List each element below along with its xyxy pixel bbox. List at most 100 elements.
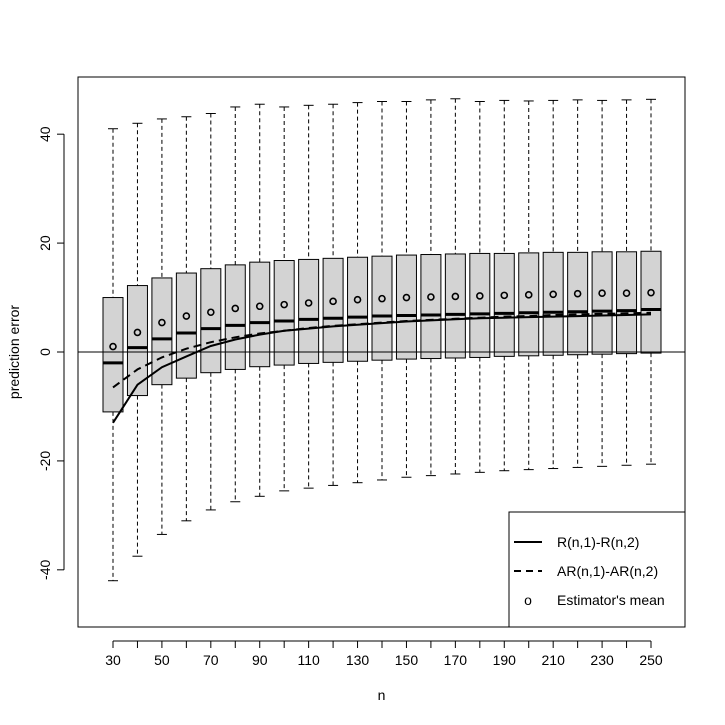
mean-point (647, 288, 655, 297)
legend-label-r: R(n,1)-R(n,2) (557, 534, 639, 550)
x-tick-label: 150 (395, 652, 419, 668)
box-body (347, 256, 369, 362)
x-axis: 30 50 70 90 110 130 150 170 190 210 230 250 (105, 640, 663, 668)
x-tick-label: 170 (444, 652, 468, 668)
boxes-layer (102, 98, 662, 582)
mean-point (476, 292, 484, 300)
legend-box (508, 511, 686, 628)
box-body (591, 251, 613, 355)
box-60 (175, 116, 197, 522)
x-tick-label: 210 (542, 652, 566, 668)
legend-circle-symbol: o (524, 592, 532, 608)
box-body (567, 251, 589, 356)
x-tick-label: 110 (297, 652, 320, 668)
box-body (102, 297, 124, 413)
x-tick-label: 50 (154, 652, 170, 668)
mean-point (598, 289, 606, 297)
mean-point (378, 294, 386, 303)
y-tick-label: 40 (37, 126, 53, 142)
y-tick-label: 20 (37, 235, 53, 251)
box-120 (322, 103, 344, 486)
box-250 (640, 98, 662, 465)
box-body (469, 252, 491, 358)
box-body (322, 257, 344, 363)
box-body (493, 252, 515, 357)
box-220 (567, 99, 589, 468)
mean-point (549, 290, 557, 299)
mean-point (427, 293, 435, 301)
mean-point (231, 304, 240, 313)
box-190 (493, 99, 515, 472)
box-110 (298, 104, 320, 489)
mean-point (451, 292, 460, 301)
y-tick-label: -20 (37, 451, 53, 471)
box-body (444, 253, 466, 359)
box-100 (273, 106, 295, 492)
x-tick-label: 130 (346, 652, 370, 668)
box-body (420, 254, 442, 360)
box-body (249, 261, 271, 368)
box-body (224, 264, 246, 370)
box-130 (347, 102, 369, 484)
legend: R(n,1)-R(n,2) AR(n,1)-AR(n,2) o Estimato… (508, 511, 686, 628)
legend-label-ar: AR(n,1)-AR(n,2) (557, 563, 658, 579)
ar-series-line (112, 311, 652, 389)
mean-point (353, 295, 362, 304)
y-axis-title: prediction error (6, 305, 22, 399)
mean-point (573, 289, 582, 298)
legend-label-mean: Estimator's mean (557, 592, 665, 608)
mean-point (280, 300, 288, 309)
box-body (126, 285, 148, 397)
box-body (273, 260, 295, 366)
box-body (616, 251, 638, 355)
mean-point (304, 299, 313, 307)
box-body (640, 250, 662, 354)
box-body (542, 251, 564, 356)
y-axis: -40 -20 0 20 40 (37, 126, 65, 580)
plot-frame (77, 76, 686, 628)
mean-point (524, 291, 533, 299)
y-tick-label: -40 (37, 559, 53, 579)
box-body (518, 252, 540, 357)
mean-point (402, 293, 411, 302)
box-30 (102, 128, 124, 582)
box-160 (420, 99, 442, 477)
box-40 (126, 122, 148, 557)
mean-point (207, 308, 215, 317)
box-80 (224, 106, 246, 503)
x-tick-label: 70 (203, 652, 219, 668)
mean-point (255, 302, 264, 311)
box-50 (151, 118, 173, 535)
box-body (371, 255, 393, 361)
mean-point (182, 312, 191, 320)
box-170 (444, 98, 466, 475)
x-tick-label: 190 (493, 652, 517, 668)
box-body (395, 254, 417, 360)
box-body (175, 272, 197, 379)
box-70 (200, 112, 222, 511)
box-140 (371, 101, 393, 481)
box-body (151, 277, 173, 386)
series-lines-layer (112, 311, 652, 424)
x-tick-label: 30 (105, 652, 121, 668)
mean-point (109, 342, 117, 351)
box-90 (249, 103, 271, 497)
x-tick-label: 250 (639, 652, 663, 668)
box-180 (469, 101, 491, 473)
x-axis-title: n (378, 687, 386, 703)
mean-point (329, 297, 337, 306)
x-tick-label: 90 (252, 652, 268, 668)
box-150 (395, 101, 417, 478)
mean-point (158, 318, 166, 327)
box-200 (518, 100, 540, 471)
x-tick-label: 230 (590, 652, 614, 668)
box-body (298, 258, 320, 364)
box-210 (542, 99, 564, 470)
box-body (200, 268, 222, 374)
mean-point (622, 289, 631, 297)
box-230 (591, 99, 613, 467)
mean-point (500, 291, 509, 300)
box-240 (616, 99, 638, 466)
mean-point (133, 328, 142, 337)
